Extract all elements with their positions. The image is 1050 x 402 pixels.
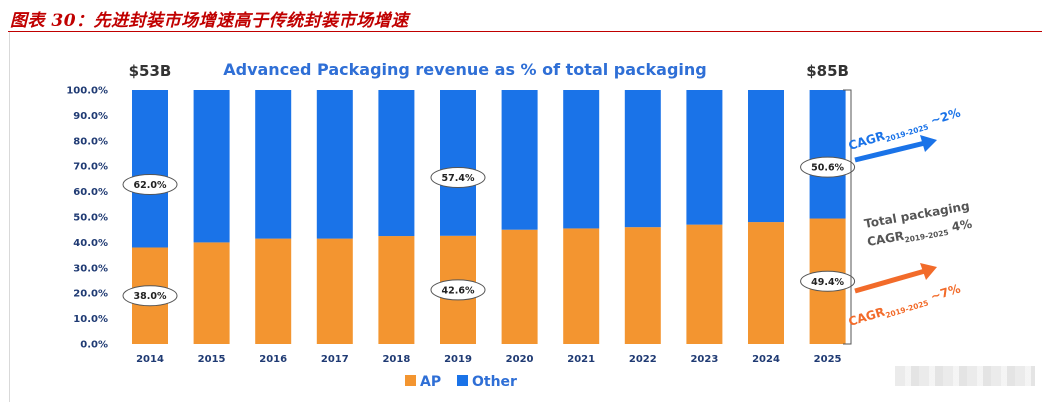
bar-other-2016 [255, 90, 292, 239]
end-total-label: $85B [806, 62, 849, 80]
x-tick-label: 2014 [136, 354, 164, 365]
x-tick-label: 2025 [814, 354, 842, 365]
legend-swatch-other [457, 375, 468, 386]
bar-other-2023 [686, 90, 723, 225]
legend-swatch-ap [405, 375, 416, 386]
value-label: 42.6% [442, 285, 475, 296]
x-tick-label: 2019 [444, 354, 472, 365]
chart-title: Advanced Packaging revenue as % of total… [223, 60, 707, 79]
bar-ap-2015 [193, 242, 230, 344]
bar-other-2014 [132, 90, 168, 248]
y-tick-label: 10.0% [73, 314, 108, 325]
bar-other-2025 [809, 90, 846, 219]
y-tick-label: 60.0% [73, 187, 108, 198]
y-tick-label: 30.0% [73, 263, 108, 274]
bar-ap-2018 [378, 236, 415, 344]
value-label: 57.4% [442, 173, 475, 184]
cagr-other-arrow-shaft [854, 140, 926, 163]
bar-other-2021 [563, 90, 600, 229]
bar-ap-2022 [624, 227, 661, 344]
bar-other-2017 [316, 90, 353, 239]
bar-other-2022 [624, 90, 661, 228]
bar-ap-2016 [255, 238, 292, 344]
y-tick-label: 80.0% [73, 136, 108, 147]
cagr-ap-arrow-shaft [854, 268, 926, 294]
value-oval [430, 166, 486, 188]
y-tick-label: 70.0% [73, 162, 108, 173]
value-oval [800, 156, 856, 178]
x-tick-label: 2015 [198, 354, 226, 365]
bar-ap-2017 [316, 238, 353, 344]
cagr-other-arrowhead [920, 135, 937, 152]
x-tick-label: 2020 [506, 354, 534, 365]
value-oval [122, 285, 178, 307]
start-total-label: $53B [129, 62, 172, 80]
x-tick-label: 2024 [752, 354, 780, 365]
value-label: 62.0% [134, 180, 167, 191]
value-oval [122, 173, 178, 195]
cagr-ap-arrowhead [920, 263, 937, 280]
bar-other-2019 [440, 90, 476, 236]
value-label: 50.6% [811, 163, 844, 174]
x-tick-label: 2021 [567, 354, 595, 365]
watermark [895, 366, 1035, 386]
x-tick-label: 2018 [382, 354, 410, 365]
y-tick-label: 40.0% [73, 238, 108, 249]
bar-other-2024 [748, 90, 784, 223]
y-tick-label: 50.0% [73, 213, 108, 224]
bar-other-2020 [501, 90, 538, 230]
left-border [9, 32, 10, 402]
figure-caption: 图表 30：先进封装市场增速高于传统封装市场增速 [10, 11, 409, 31]
caption-divider [8, 31, 1042, 32]
x-tick-label: 2016 [259, 354, 287, 365]
x-tick-label: 2022 [629, 354, 657, 365]
x-tick-label: 2023 [690, 354, 718, 365]
value-label: 49.4% [811, 277, 844, 288]
y-tick-label: 20.0% [73, 289, 108, 300]
bar-ap-2021 [563, 228, 600, 344]
legend-label-ap: AP [420, 374, 441, 390]
bar-ap-2023 [686, 224, 723, 344]
y-tick-label: 90.0% [73, 111, 108, 122]
x-tick-label: 2017 [321, 354, 349, 365]
bar-ap-2020 [501, 229, 538, 344]
value-oval [430, 279, 486, 301]
bar-other-2018 [378, 90, 415, 237]
y-tick-label: 100.0% [66, 86, 108, 97]
legend-label-other: Other [472, 374, 517, 390]
bar-ap-2024 [748, 222, 784, 344]
value-label: 38.0% [134, 291, 167, 302]
value-oval [800, 270, 856, 292]
y-tick-label: 0.0% [80, 340, 108, 351]
bar-other-2015 [193, 90, 230, 243]
total-bracket [843, 89, 852, 345]
